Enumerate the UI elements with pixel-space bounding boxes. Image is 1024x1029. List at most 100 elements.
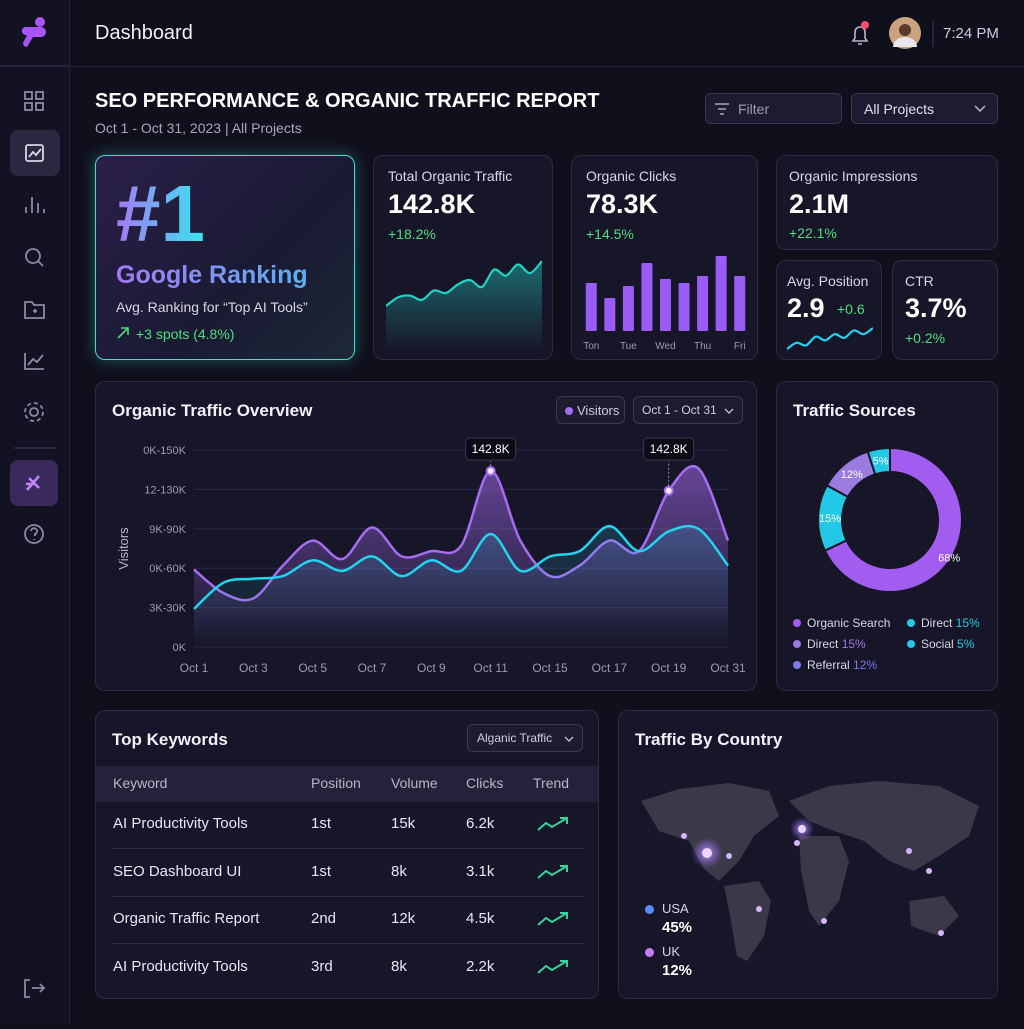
topbar-icons [851,17,934,49]
legend-share: 15% [841,637,866,651]
trend-arrow [537,912,568,926]
kpi-label: Organic Impressions [789,168,918,184]
country-title: Traffic By Country [635,730,783,749]
legend-share: 12% [853,658,878,672]
clock: 7:24 PM [943,25,999,42]
column-header: Trend [533,775,570,791]
table-cell: SEO Dashboard UI [113,862,242,880]
kpi-change: +14.5% [586,226,634,242]
kpi-change: +0.2% [905,330,946,346]
kpi-label: Total Organic Traffic [388,168,513,184]
kpi-value: 78.3K [586,189,659,219]
kpi-card: CTR 3.7% +0.2% [892,260,998,360]
column-header: Position [311,775,361,791]
table-cell: Organic Traffic Report [113,910,260,927]
table-cell: 3rd [311,957,333,975]
kpi-label: Avg. Position [787,273,869,289]
peak-point [485,466,496,477]
sparkline [787,327,873,350]
overview-card: Organic Traffic Overview Visitors Oct 1 … [95,381,757,691]
project-select[interactable]: All Projects [851,93,998,124]
sources-donut: 68% 15% 12% 5% [817,446,963,593]
rank-title: Google Ranking [116,261,308,289]
range-select[interactable]: Oct 1 - Oct 31 [633,396,743,424]
country-card: Traffic By Country USA 45% UK 12% [618,710,998,999]
table-cell: 8k [391,862,407,880]
country-dot [645,948,654,957]
table-cell: 3.1k [466,862,495,880]
trend-arrow [537,864,568,879]
kpi-card: Avg. Position 2.9 +0.6 [776,260,882,360]
report-subtitle: Oct 1 - Oct 31, 2023 | All Projects [95,120,302,136]
rank-desc: Avg. Ranking for “Top AI Tools” [116,299,308,315]
kpi-card: Organic Impressions 2.1M +22.1% [776,155,998,250]
bar-label: Ton [583,341,599,352]
keywords-title: Top Keywords [112,730,228,749]
trend-icon [537,864,568,879]
donut-slice [866,446,891,476]
chevron [724,408,734,414]
x-tick-label: Oct 11 [473,661,508,675]
annotation-box [465,437,517,461]
legend-dot [565,407,573,415]
slice-label: 68% [938,553,960,565]
sparkline-area [386,261,542,351]
overview-chart: 0K 3K-30K 0K-60K 9K-90K 12-130K 0K-150K Visito… [116,437,746,675]
range-label: Oct 1 - Oct 31 [642,403,717,417]
y-tick-label: 3K-30K [149,603,186,615]
x-tick-label: Oct 31 [710,661,746,675]
series-area [194,526,728,647]
table-cell: 4.5k [466,910,495,927]
x-tick-label: Oct 5 [298,661,327,675]
table-cell: 1st [311,815,332,832]
bar [604,298,616,331]
filter-label: Filter [738,101,770,117]
x-tick-label: Oct 15 [532,661,568,675]
up-arrow [117,327,129,339]
table-cell: AI Productivity Tools [113,815,248,832]
rank: #1 [116,169,205,258]
series-line [193,524,729,610]
keywords-card: Top Keywords Alganic Traffic Keyword Posi… [95,710,599,999]
bar-label: Tue [620,341,637,352]
x-tick-label: Oct 19 [651,661,687,675]
table-cell: 2.2k [466,957,495,975]
x-tick-label: Oct 1 [180,661,209,675]
country-share: 45% [662,919,693,936]
kpi-change: +0.6 [837,301,865,317]
y-tick-label: 0K [173,642,187,654]
table-cell: AI Productivity Tools [113,957,248,975]
legend-dot [793,661,801,669]
bar [734,276,746,331]
x-tick-label: Oct 3 [239,661,268,675]
country-name: UK [662,944,681,959]
legend-item: Direct 15% [793,637,866,651]
kpi-card: Total Organic Traffic 142.8K +18.2% [373,155,553,360]
bar-label: Fri [734,341,746,352]
annotation: 142.8K [650,442,688,456]
kpi-value: 3.7% [905,293,967,323]
country-name: USA [662,901,689,916]
bar-label: Thu [694,341,711,352]
legend-dot [793,619,801,627]
chevron [974,105,986,113]
country-dot [645,905,654,914]
legend-pill[interactable]: Visitors [556,396,625,424]
bar [585,283,597,331]
bar [715,256,727,331]
row-divider [112,848,584,849]
keywords-select[interactable]: Alganic Traffic [467,724,583,752]
table-cell: 15k [391,815,416,832]
bar [660,279,671,331]
kpi-label: Organic Clicks [586,168,677,184]
trend-icon [537,912,568,926]
rank-change: +3 spots (4.8%) [136,326,235,342]
filter-button[interactable]: Filter [705,93,842,124]
sources-card: Traffic Sources 68% 15% 12% 5% Organic Sear… [776,381,998,691]
table-cell: 6.2k [466,815,495,832]
kpi-value: 142.8K [388,189,476,219]
legend-item: Social 5% [907,637,974,651]
report-title: SEO PERFORMANCE & ORGANIC TRAFFIC REPORT [95,90,600,112]
trend-arrow [537,959,568,974]
donut-slice [823,446,963,593]
